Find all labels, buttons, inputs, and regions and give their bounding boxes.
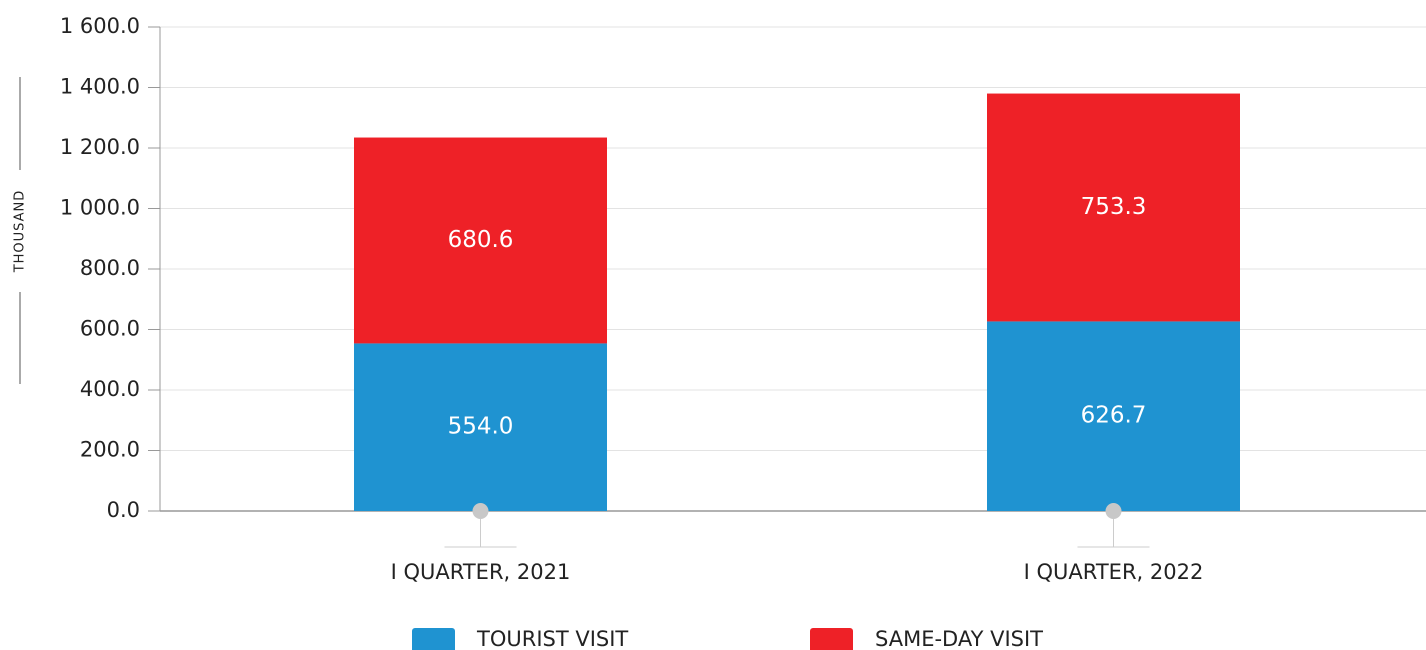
y-tick-label: 200.0 xyxy=(80,438,140,462)
bar-segment xyxy=(354,137,607,344)
legend-swatch xyxy=(810,628,853,650)
y-tick-label: 1 600.0 xyxy=(60,14,140,38)
y-tick-label: 1 000.0 xyxy=(60,196,140,220)
y-tick-label: 0.0 xyxy=(107,498,140,522)
category-dot xyxy=(1105,503,1122,519)
y-tick-label: 600.0 xyxy=(80,317,140,341)
y-axis-title: THOUSAND xyxy=(13,190,28,274)
legend-label: SAME-DAY VISIT xyxy=(875,627,1043,650)
y-tick-label: 800.0 xyxy=(80,256,140,280)
bar-segment xyxy=(987,321,1240,511)
y-tick-label: 1 400.0 xyxy=(60,75,140,99)
bar-segment xyxy=(987,93,1240,322)
y-tick-label: 1 200.0 xyxy=(60,135,140,159)
legend-swatch xyxy=(412,628,455,650)
data-label: 554.0 xyxy=(448,414,514,440)
data-label: 680.6 xyxy=(448,227,514,253)
legend-label: TOURIST VISIT xyxy=(476,627,628,650)
x-tick-label: I QUARTER, 2022 xyxy=(1024,560,1204,584)
data-label: 626.7 xyxy=(1081,403,1147,429)
category-dot xyxy=(472,503,489,519)
x-tick-label: I QUARTER, 2021 xyxy=(391,560,571,584)
bar-segment xyxy=(354,343,607,511)
y-tick-label: 400.0 xyxy=(80,377,140,401)
data-label: 753.3 xyxy=(1081,194,1147,220)
